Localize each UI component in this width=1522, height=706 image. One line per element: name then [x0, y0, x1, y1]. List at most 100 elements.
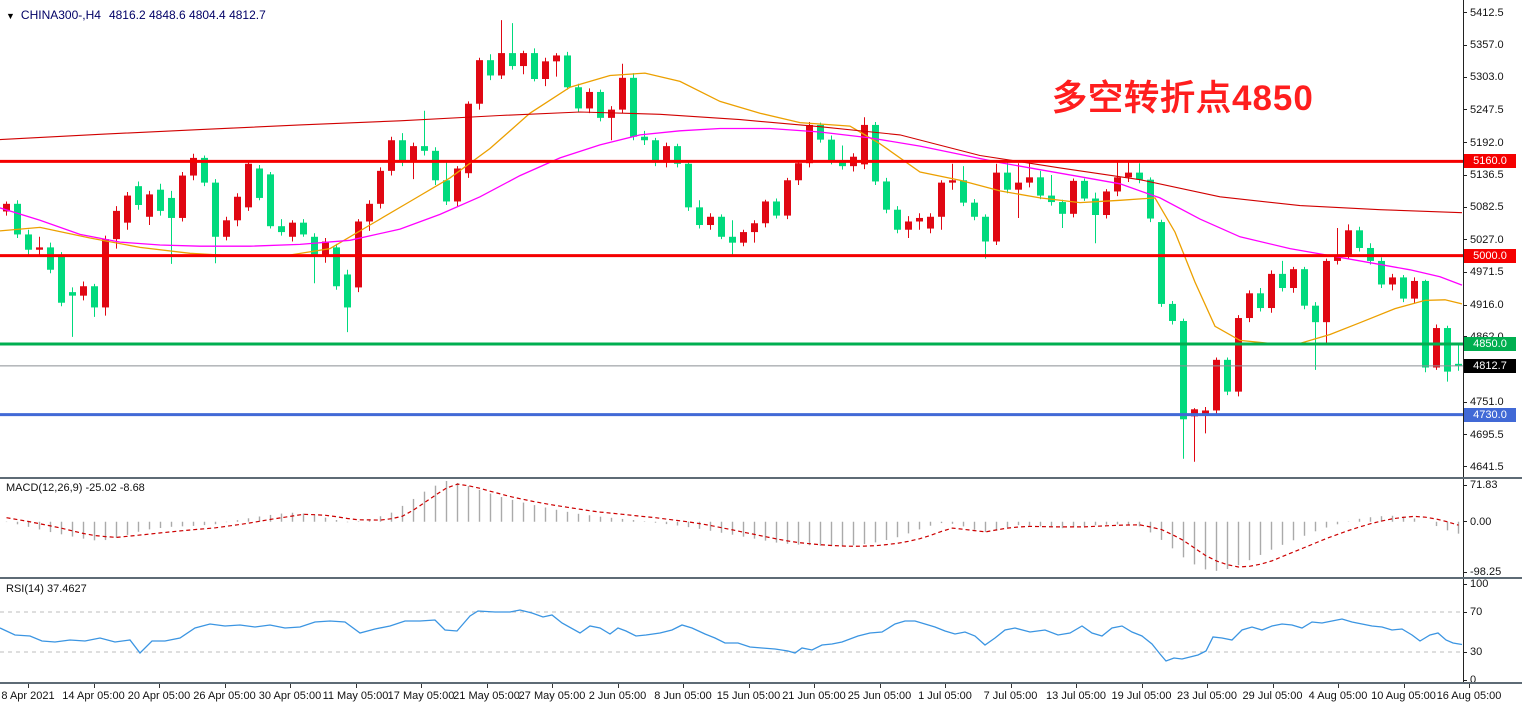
price-tick	[1463, 271, 1467, 273]
time-axis-label: 20 Apr 05:00	[127, 690, 191, 702]
panel-separator[interactable]	[0, 682, 1522, 684]
time-tick	[93, 684, 95, 688]
price-tick-label: 4916.0	[1470, 299, 1504, 312]
time-axis-label: 21 Jun 05:00	[782, 690, 846, 702]
time-tick	[1469, 684, 1470, 688]
chart-header: ▼ CHINA300-,H4 4816.2 4848.6 4804.4 4812.7	[6, 8, 266, 22]
time-tick	[1076, 684, 1077, 688]
price-tick	[1463, 44, 1467, 46]
time-axis-label: 30 Apr 05:00	[258, 690, 322, 702]
time-tick	[945, 684, 946, 688]
price-axis[interactable]: 5412.5 5357.0 5303.0 5247.5 5192.0 5136.5 5082…	[1463, 0, 1522, 686]
time-axis-label: 1 Jul 05:00	[918, 690, 972, 702]
time-tick	[683, 684, 684, 688]
rsi-tick	[1463, 611, 1467, 613]
time-axis-label: 21 May 05:00	[453, 690, 520, 702]
price-tick-label: 5412.5	[1470, 6, 1504, 19]
price-tick-label: 5247.5	[1470, 103, 1504, 116]
time-axis-label: 27 May 05:00	[518, 690, 586, 702]
price-tick	[1463, 109, 1467, 111]
hline-price-badge: 5160.0	[1464, 154, 1516, 169]
price-tick	[1463, 239, 1467, 241]
price-tick-label: 5303.0	[1470, 71, 1504, 84]
price-tick-label: 4751.0	[1470, 396, 1504, 409]
time-axis[interactable]: 8 Apr 2021 14 Apr 05:00 20 Apr 05:00 26 Apr…	[0, 684, 1522, 706]
time-tick	[224, 684, 226, 688]
panel-separator[interactable]	[0, 477, 1522, 479]
rsi-tick-label: 100	[1470, 578, 1489, 590]
price-tick	[1463, 12, 1467, 14]
price-tick	[1463, 434, 1467, 436]
macd-panel-canvas[interactable]	[0, 479, 1463, 577]
price-tick-label: 5357.0	[1470, 39, 1504, 52]
time-axis-label: 25 Jun 05:00	[847, 690, 912, 702]
rsi-tick-label: 30	[1470, 646, 1483, 658]
time-tick	[748, 684, 750, 688]
price-tick-label: 4641.5	[1470, 460, 1504, 473]
time-axis-label: 17 May 05:00	[387, 690, 455, 702]
rsi-indicator-label: RSI(14)	[6, 583, 44, 595]
rsi-tick	[1463, 583, 1467, 585]
price-tick-label: 4971.5	[1470, 266, 1504, 279]
time-axis-label: 15 Jun 05:00	[716, 690, 781, 702]
time-axis-label: 2 Jun 05:00	[588, 690, 647, 702]
rsi-indicator-value: 37.4627	[46, 583, 87, 595]
time-axis-label: 19 Jul 05:00	[1111, 690, 1172, 702]
price-tick	[1463, 304, 1467, 306]
time-tick	[1207, 684, 1208, 688]
time-axis-label: 29 Jul 05:00	[1242, 690, 1303, 702]
rsi-tick	[1463, 651, 1467, 653]
chart-annotation-text: 多空转折点4850	[1052, 79, 1314, 118]
time-tick	[1338, 684, 1339, 688]
price-tick	[1463, 142, 1467, 144]
price-axis-border	[1463, 0, 1464, 684]
time-axis-label: 16 Aug 05:00	[1436, 690, 1502, 702]
price-tick-label: 5027.0	[1470, 233, 1504, 246]
price-tick-label: 5192.0	[1470, 136, 1504, 149]
macd-tick	[1463, 521, 1467, 523]
time-tick	[617, 684, 619, 688]
time-axis-label: 8 Apr 2021	[1, 690, 55, 702]
price-tick	[1463, 76, 1467, 78]
time-tick	[486, 684, 488, 688]
symbol-timeframe-label: CHINA300-,H4	[20, 8, 101, 22]
rsi-tick-label: 70	[1470, 606, 1483, 618]
time-tick	[1403, 684, 1405, 688]
price-tick-label: 5082.5	[1470, 201, 1504, 214]
time-axis-label: 11 May 05:00	[322, 690, 389, 702]
time-tick	[28, 684, 29, 688]
rsi-tick-label: 0	[1470, 674, 1477, 686]
time-tick	[421, 684, 422, 688]
macd-tick-label: -98.25	[1470, 566, 1502, 578]
symbol-dropdown-icon[interactable]: ▼	[6, 11, 15, 21]
hline-price-badge: 4850.0	[1464, 336, 1516, 351]
macd-tick-label: 71.83	[1470, 479, 1498, 491]
time-axis-label: 23 Jul 05:00	[1177, 690, 1237, 702]
time-axis-label: 14 Apr 05:00	[62, 690, 125, 702]
rsi-tick	[1463, 679, 1467, 681]
time-tick	[1272, 684, 1274, 688]
time-tick	[814, 684, 815, 688]
time-axis-label: 10 Aug 05:00	[1371, 690, 1436, 702]
time-tick	[290, 684, 291, 688]
macd-indicator-label: MACD(12,26,9)	[6, 482, 83, 494]
current-price-badge: 4812.7	[1464, 358, 1516, 373]
price-tick	[1463, 336, 1467, 338]
price-chart-canvas[interactable]	[0, 6, 1463, 477]
time-axis-label: 8 Jun 05:00	[654, 690, 712, 702]
time-axis-label: 7 Jul 05:00	[983, 690, 1038, 702]
time-axis-label: 4 Aug 05:00	[1308, 690, 1368, 702]
time-tick	[159, 684, 160, 688]
time-tick	[1141, 684, 1143, 688]
time-axis-label: 26 Apr 05:00	[193, 690, 256, 702]
rsi-panel-canvas[interactable]	[0, 579, 1463, 682]
time-tick	[879, 684, 881, 688]
macd-label-row: MACD(12,26,9) -25.02 -8.68	[6, 482, 145, 494]
price-tick-label: 4695.5	[1470, 428, 1504, 441]
price-tick	[1463, 401, 1467, 403]
macd-tick	[1463, 484, 1467, 486]
ohlc-values: 4816.2 4848.6 4804.4 4812.7	[108, 8, 266, 22]
panel-separator[interactable]	[0, 577, 1522, 579]
time-axis-label: 13 Jul 05:00	[1046, 690, 1106, 702]
